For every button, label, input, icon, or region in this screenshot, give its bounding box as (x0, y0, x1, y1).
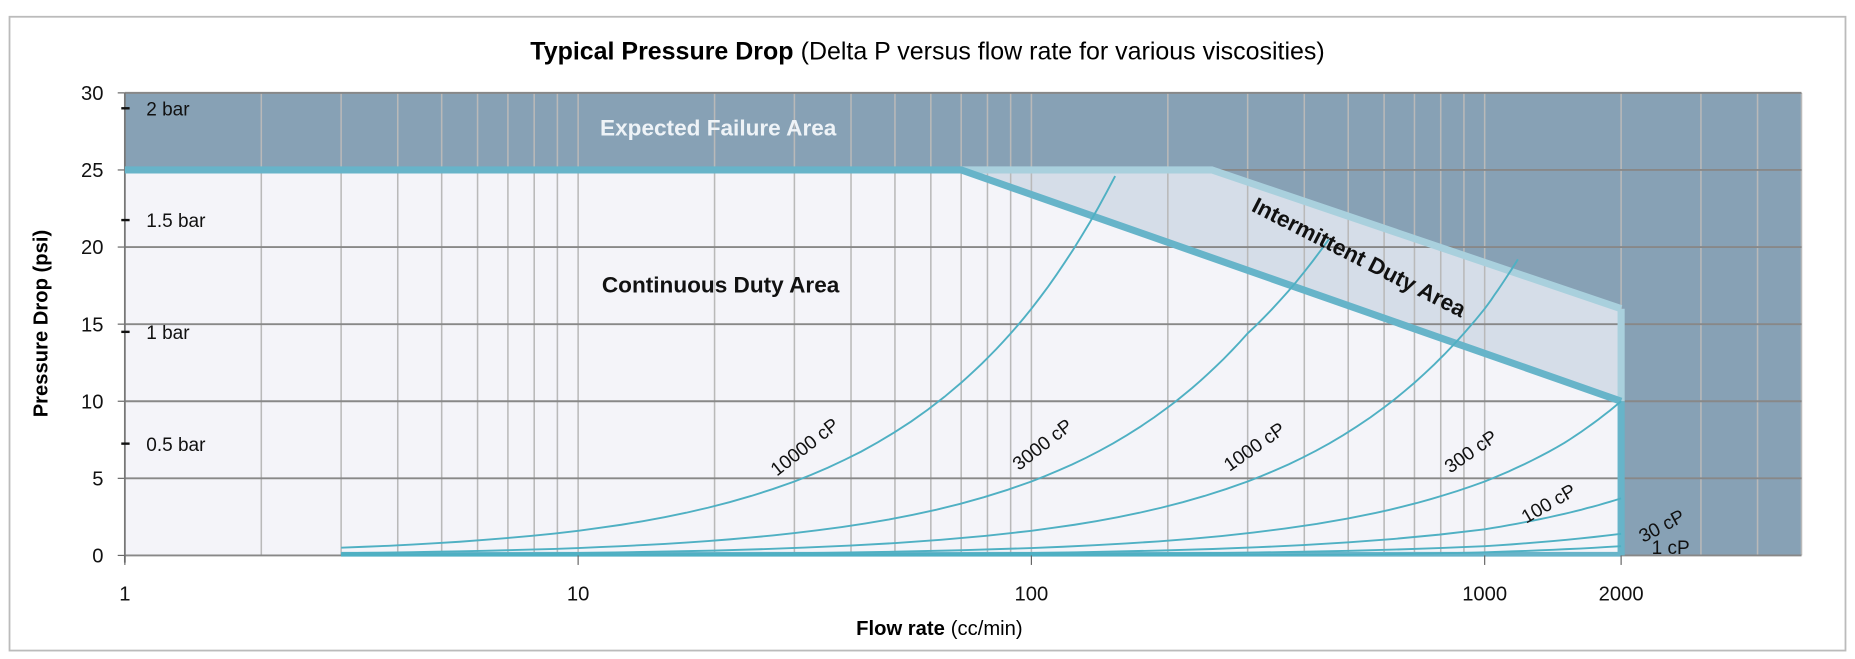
bar-tick-label: 2 bar (146, 99, 190, 120)
viscosity-curve (341, 258, 1519, 556)
x-tick-label: 2000 (1599, 584, 1644, 606)
bar-tick-label: 0.5 bar (146, 435, 206, 456)
failure-region-label: Expected Failure Area (600, 116, 837, 141)
y-tick-label: 0 (92, 546, 103, 568)
x-tick-label: 1 (119, 584, 130, 606)
y-tick-label: 15 (81, 314, 103, 336)
continuous-region-label: Continuous Duty Area (602, 273, 840, 298)
y-tick-label: 10 (81, 391, 103, 413)
y-axis-label: Pressure Drop (psi) (31, 230, 53, 418)
viscosity-curve (341, 175, 1116, 549)
y-tick-label: 5 (92, 468, 103, 490)
curve-label: 1 cP (1652, 538, 1690, 559)
viscosity-curve (341, 238, 1330, 555)
intermittent-boundary-line (961, 166, 1623, 313)
y-tick-label: 25 (81, 160, 103, 182)
viscosity-curve (341, 545, 1622, 557)
y-tick-label: 30 (81, 83, 103, 105)
viscosity-curve (341, 400, 1622, 557)
bar-tick-label: 1 bar (146, 323, 190, 344)
x-tick-label: 10 (567, 584, 589, 606)
continuous-boundary-line (124, 166, 1623, 405)
y-tick-label: 20 (81, 237, 103, 259)
x-tick-label: 1000 (1462, 584, 1507, 606)
chart-title: Typical Pressure Drop (Delta P versus flo… (530, 38, 1324, 66)
x-tick-label: 100 (1015, 584, 1049, 606)
x-axis-label: Flow rate (cc/min) (856, 618, 1022, 640)
bar-tick-label: 1.5 bar (146, 211, 206, 232)
